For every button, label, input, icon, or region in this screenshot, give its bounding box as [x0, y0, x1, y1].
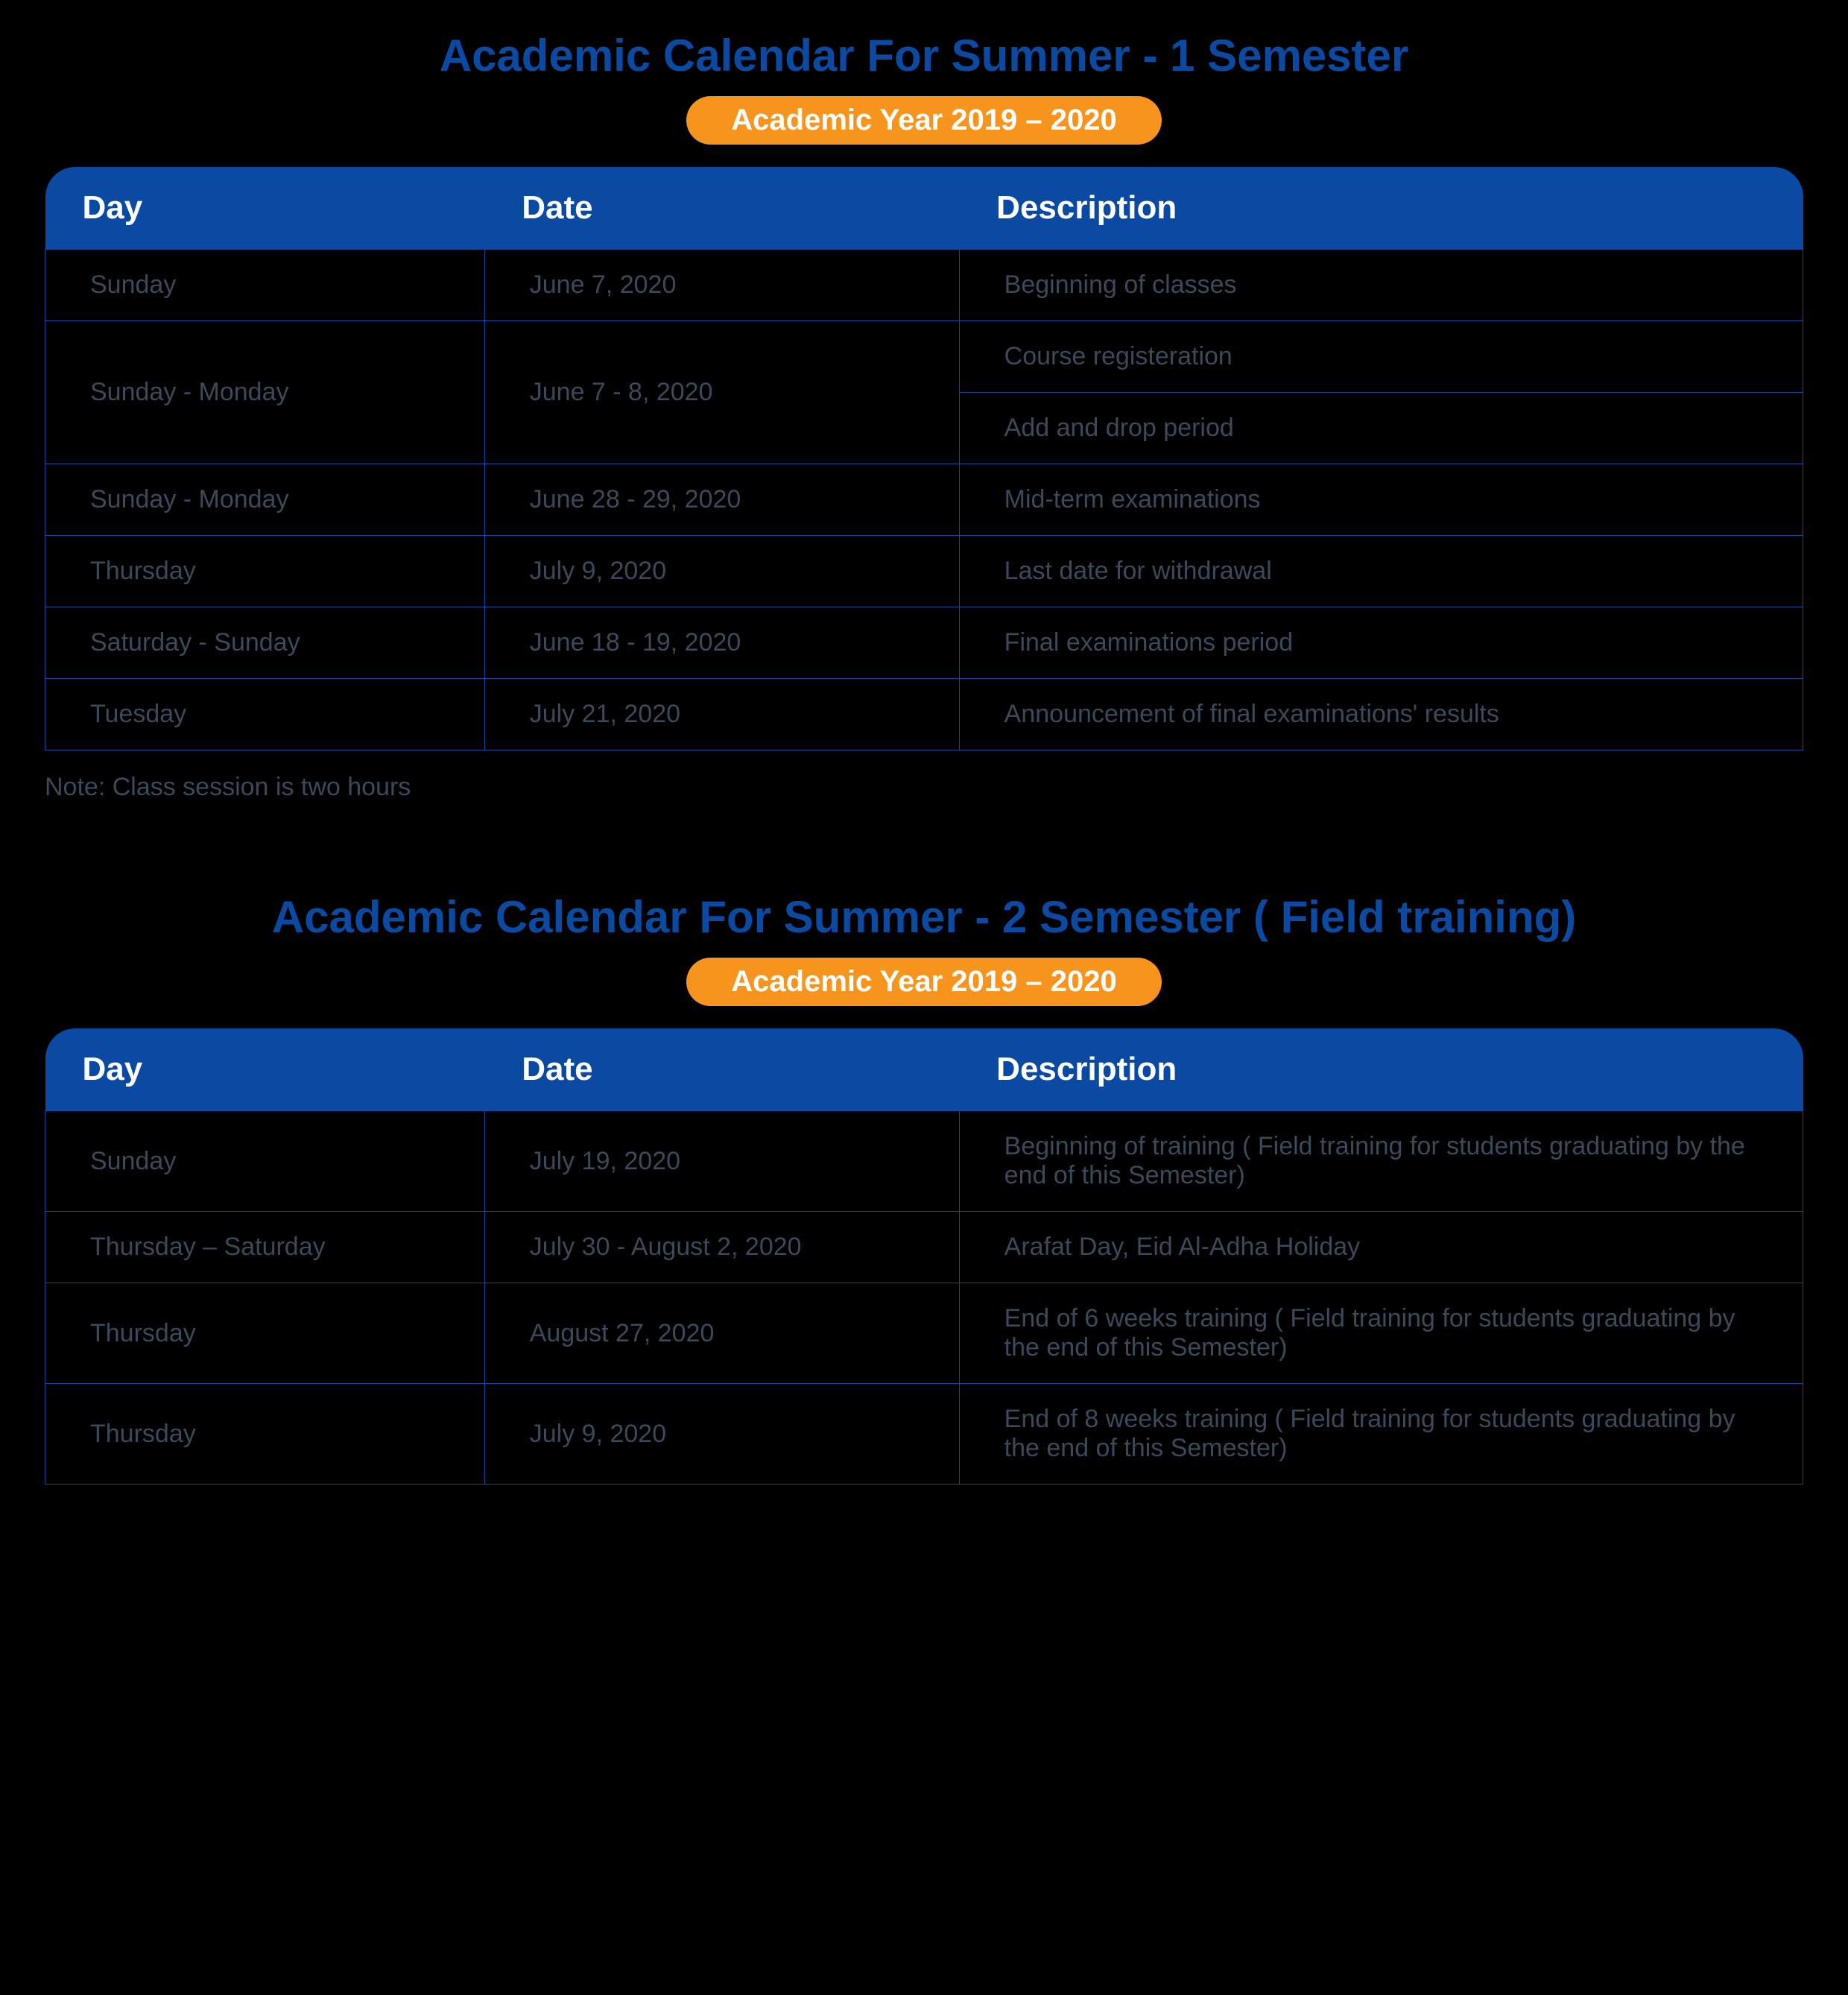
cell-date: July 9, 2020: [484, 536, 959, 607]
column-header: Description: [959, 1028, 1803, 1111]
cell-day: Sunday - Monday: [45, 464, 485, 536]
cell-description: Add and drop period: [959, 393, 1803, 464]
cell-description: Mid-term examinations: [959, 464, 1803, 536]
cell-date: July 19, 2020: [484, 1111, 959, 1212]
cell-description: Arafat Day, Eid Al-Adha Holiday: [959, 1212, 1803, 1283]
cell-description: Beginning of training ( Field training f…: [959, 1111, 1803, 1212]
cell-day: Sunday: [45, 250, 485, 321]
calendar-block: Academic Calendar For Summer - 1 Semeste…: [45, 30, 1803, 802]
column-header: Date: [484, 167, 959, 250]
cell-date: August 27, 2020: [484, 1283, 959, 1384]
cell-date: July 30 - August 2, 2020: [484, 1212, 959, 1283]
cell-day: Thursday – Saturday: [45, 1212, 485, 1283]
cell-day: Thursday: [45, 536, 485, 607]
cell-date: June 28 - 29, 2020: [484, 464, 959, 536]
cell-description: Final examinations period: [959, 607, 1803, 679]
table-row: Sunday - MondayJune 28 - 29, 2020Mid-ter…: [45, 464, 1803, 536]
cell-day: Saturday - Sunday: [45, 607, 485, 679]
cell-date: July 21, 2020: [484, 679, 959, 750]
table-row: ThursdayJuly 9, 2020End of 8 weeks train…: [45, 1384, 1803, 1485]
table-row: Sunday - MondayJune 7 - 8, 2020Course re…: [45, 321, 1803, 393]
cell-day: Sunday: [45, 1111, 485, 1212]
table-row: TuesdayJuly 21, 2020Announcement of fina…: [45, 679, 1803, 750]
calendar-note: Note: Class session is two hours: [45, 773, 1803, 802]
cell-description: Beginning of classes: [959, 250, 1803, 321]
cell-date: June 7, 2020: [484, 250, 959, 321]
calendar-title: Academic Calendar For Summer - 2 Semeste…: [45, 891, 1803, 943]
cell-date: July 9, 2020: [484, 1384, 959, 1485]
column-header: Day: [45, 1028, 485, 1111]
table-row: SundayJune 7, 2020Beginning of classes: [45, 250, 1803, 321]
cell-description: Course registeration: [959, 321, 1803, 393]
cell-date: June 18 - 19, 2020: [484, 607, 959, 679]
calendar-block: Academic Calendar For Summer - 2 Semeste…: [45, 891, 1803, 1485]
table-row: ThursdayAugust 27, 2020End of 6 weeks tr…: [45, 1283, 1803, 1384]
column-header: Date: [484, 1028, 959, 1111]
table-row: Thursday – SaturdayJuly 30 - August 2, 2…: [45, 1212, 1803, 1283]
academic-year-badge: Academic Year 2019 – 2020: [686, 96, 1161, 145]
cell-day: Thursday: [45, 1384, 485, 1485]
academic-year-badge: Academic Year 2019 – 2020: [686, 958, 1161, 1006]
cell-description: Last date for withdrawal: [959, 536, 1803, 607]
cell-day: Sunday - Monday: [45, 321, 485, 464]
cell-day: Tuesday: [45, 679, 485, 750]
column-header: Day: [45, 167, 485, 250]
cell-date: June 7 - 8, 2020: [484, 321, 959, 464]
table-row: ThursdayJuly 9, 2020Last date for withdr…: [45, 536, 1803, 607]
calendar-table: DayDateDescriptionSundayJuly 19, 2020Beg…: [45, 1028, 1803, 1485]
calendar-title: Academic Calendar For Summer - 1 Semeste…: [45, 30, 1803, 81]
table-row: Saturday - SundayJune 18 - 19, 2020Final…: [45, 607, 1803, 679]
table-row: SundayJuly 19, 2020Beginning of training…: [45, 1111, 1803, 1212]
cell-description: End of 8 weeks training ( Field training…: [959, 1384, 1803, 1485]
calendar-table: DayDateDescriptionSundayJune 7, 2020Begi…: [45, 167, 1803, 750]
column-header: Description: [959, 167, 1803, 250]
cell-description: Announcement of final examinations' resu…: [959, 679, 1803, 750]
cell-day: Thursday: [45, 1283, 485, 1384]
cell-description: End of 6 weeks training ( Field training…: [959, 1283, 1803, 1384]
